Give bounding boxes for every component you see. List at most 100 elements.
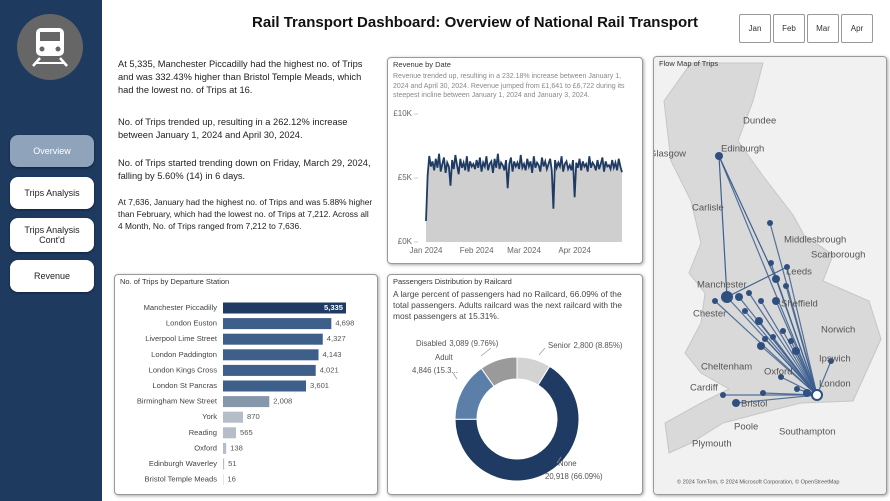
place-label: Glasgow [654,149,686,160]
x-tick-label: Mar 2024 [507,246,541,255]
category-label: Oxford [194,443,217,452]
station-dot [762,336,768,342]
place-label: Sheffield [781,299,818,310]
station-dot [712,298,718,304]
place-label: London [819,379,851,390]
data-label: 4,327 [327,334,346,343]
station-dot [715,152,723,160]
leader-line [556,456,562,464]
category-label: London St Pancras [152,381,217,390]
nav-button[interactable]: Revenue [10,260,94,292]
data-label: 20,918 (66.09%) [545,472,603,481]
month-button[interactable]: Jan [739,14,771,43]
category-label: Adult [435,353,454,362]
data-label: 2,800 (8.85%) [574,341,623,350]
flow-map: Dundee Glasgow Edinburgh Carlisle Middlesbro… [654,57,886,494]
month-button[interactable]: Mar [807,14,839,43]
data-label: 5,335 [324,303,344,312]
nav-button[interactable]: Overview [10,135,94,167]
bar [223,302,346,314]
data-label: 870 [247,412,260,421]
category-label: Reading [189,428,217,437]
bar [223,349,319,361]
leader-line [538,347,546,356]
flow-line [718,155,728,298]
place-label: Southampton [779,427,836,438]
flow-line [744,310,818,396]
station-dot [772,297,780,305]
category-label: Liverpool Lime Street [145,334,218,343]
place-label: Norwich [821,325,855,336]
leader-line [452,372,458,380]
category-label: Senior [548,341,571,350]
bar [223,364,316,376]
station-dot [778,374,784,380]
donut-segment [454,365,580,482]
data-label: 4,143 [323,350,342,359]
station-dot [735,293,743,301]
month-button[interactable]: Apr [841,14,873,43]
bar [223,442,227,454]
flow-line [785,285,818,396]
station-dot [721,291,733,303]
station-dot [772,275,780,283]
station-dot [792,347,800,355]
bar [223,411,244,423]
panel-title: Passengers Distribution by Railcard [393,277,512,286]
month-button[interactable]: Feb [773,14,805,43]
place-label: Poole [734,422,758,433]
railcard-panel: Senior 2,800 (8.85%) None 20,918 (66.09%) Ad… [387,274,643,495]
revenue-panel: £0K £5K £10K Jan 2024 Feb 2024 Mar 2024 Apr 20… [387,57,643,264]
flow-line [726,266,788,298]
panel-title: Flow Map of Trips [659,59,719,68]
place-label: Scarborough [811,250,865,261]
station-dot [758,298,764,304]
station-dot [768,260,774,266]
panel-subtitle: A large percent of passengers had no Rai… [393,289,623,321]
x-tick-label: Feb 2024 [460,246,494,255]
place-label: Leeds [786,267,812,278]
bar [223,458,225,470]
station-dot [760,390,766,396]
data-label: 3,089 (9.76%) [449,339,498,348]
place-label: Ipswich [819,354,851,365]
y-tick-label: £5K [398,173,413,182]
station-dot [783,283,789,289]
station-dot [720,392,726,398]
nav-button[interactable]: Trips Analysis [10,177,94,209]
station-dot [770,334,776,340]
flow-line [770,262,818,396]
station-dot [732,399,740,407]
line-chart: £0K £5K £10K Jan 2024 Feb 2024 Mar 2024 Apr 20… [393,109,623,255]
flow-line [748,292,818,396]
flow-line [795,350,818,396]
nav-button[interactable]: Trips Analysis Cont'd [10,218,94,252]
place-label: Oxford [764,367,793,378]
station-dot [828,358,834,364]
panel-subtitle: Revenue trended up, resulting in a 232.1… [393,73,625,99]
station-dot [803,389,811,397]
data-label: 4,846 (15.3... [412,366,458,375]
station-dot [788,338,794,344]
place-label: Dundee [743,116,776,127]
category-label: London Paddington [151,350,217,359]
flow-line [718,155,777,280]
station-dot [746,290,752,296]
bar [223,333,323,345]
leader-line [480,347,492,357]
station-dot [811,389,823,401]
map-panel: Dundee Glasgow Edinburgh Carlisle Middlesbro… [653,56,887,495]
station-dot [767,220,773,226]
station-dot [757,342,765,350]
place-label: Middlesbrough [784,235,846,246]
data-label: 4,021 [320,365,339,374]
flow-line [760,300,818,396]
bar [223,427,237,439]
place-label: Plymouth [692,439,732,450]
bar [223,380,307,392]
category-label: Edinburgh Waverley [149,459,217,468]
dashboard-title: Rail Transport Dashboard: Overview of Na… [252,14,698,31]
panel-title: No. of Trips by Departure Station [120,277,230,286]
place-label: Carlisle [692,203,724,214]
